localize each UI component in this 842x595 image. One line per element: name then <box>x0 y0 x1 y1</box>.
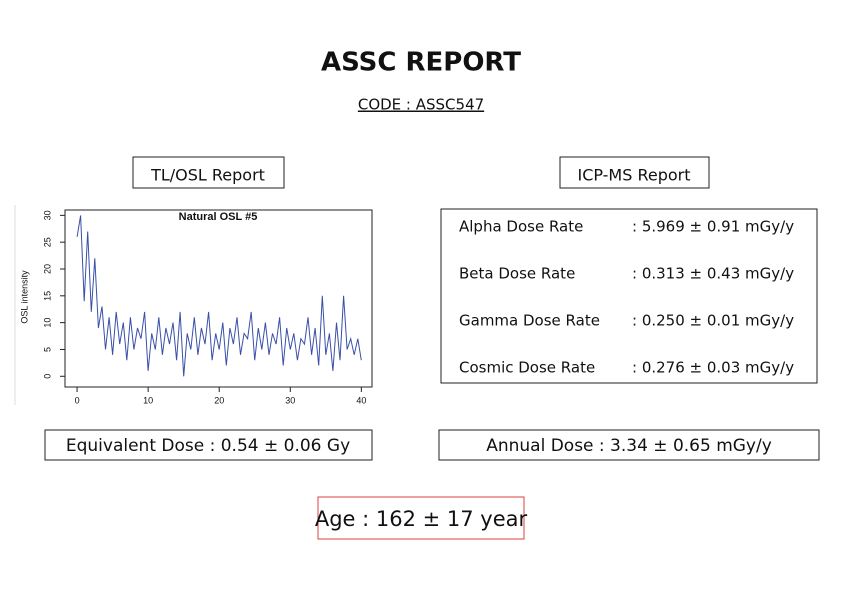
y-tick-label: 15 <box>42 291 52 301</box>
x-tick-label: 30 <box>285 395 295 405</box>
dose-label: Alpha Dose Rate <box>459 218 583 236</box>
x-tick-label: 10 <box>143 395 153 405</box>
y-tick-label: 0 <box>42 374 52 379</box>
dose-label: Cosmic Dose Rate <box>459 359 595 377</box>
x-tick-label: 0 <box>75 395 80 405</box>
equivalent-dose: Equivalent Dose : 0.54 ± 0.06 Gy <box>66 436 350 456</box>
annual-dose: Annual Dose : 3.34 ± 0.65 mGy/y <box>486 436 772 456</box>
result-box <box>44 429 373 461</box>
plot-frame <box>64 209 373 388</box>
result-box <box>438 429 820 461</box>
x-tick-label: 40 <box>356 395 366 405</box>
section-heading: TL/OSL Report <box>150 166 265 185</box>
dose-label: Gamma Dose Rate <box>459 312 600 330</box>
dose-table <box>440 208 818 384</box>
dose-value: : 0.250 ± 0.01 mGy/y <box>632 312 794 330</box>
report-title: ASSC REPORT <box>321 48 521 78</box>
dose-value: : 0.313 ± 0.43 mGy/y <box>632 265 794 283</box>
report-code: CODE : ASSC547 <box>358 96 484 114</box>
x-tick-label: 20 <box>214 395 224 405</box>
dose-label: Beta Dose Rate <box>459 265 575 283</box>
dose-value: : 5.969 ± 0.91 mGy/y <box>632 218 794 236</box>
y-tick-label: 30 <box>42 210 52 220</box>
section-heading: ICP-MS Report <box>577 166 690 185</box>
heading-box <box>132 156 285 189</box>
y-tick-label: 25 <box>42 237 52 247</box>
chart-title: Natural OSL #5 <box>179 211 258 223</box>
dose-value: : 0.276 ± 0.03 mGy/y <box>632 359 794 377</box>
age-box <box>317 496 525 540</box>
y-axis-label: OSL intensity <box>19 270 29 324</box>
y-tick-label: 10 <box>42 318 52 328</box>
age: Age : 162 ± 17 year <box>315 507 528 531</box>
heading-box <box>559 156 710 189</box>
y-tick-label: 5 <box>42 347 52 352</box>
osl-curve <box>76 215 362 377</box>
y-tick-label: 20 <box>42 264 52 274</box>
